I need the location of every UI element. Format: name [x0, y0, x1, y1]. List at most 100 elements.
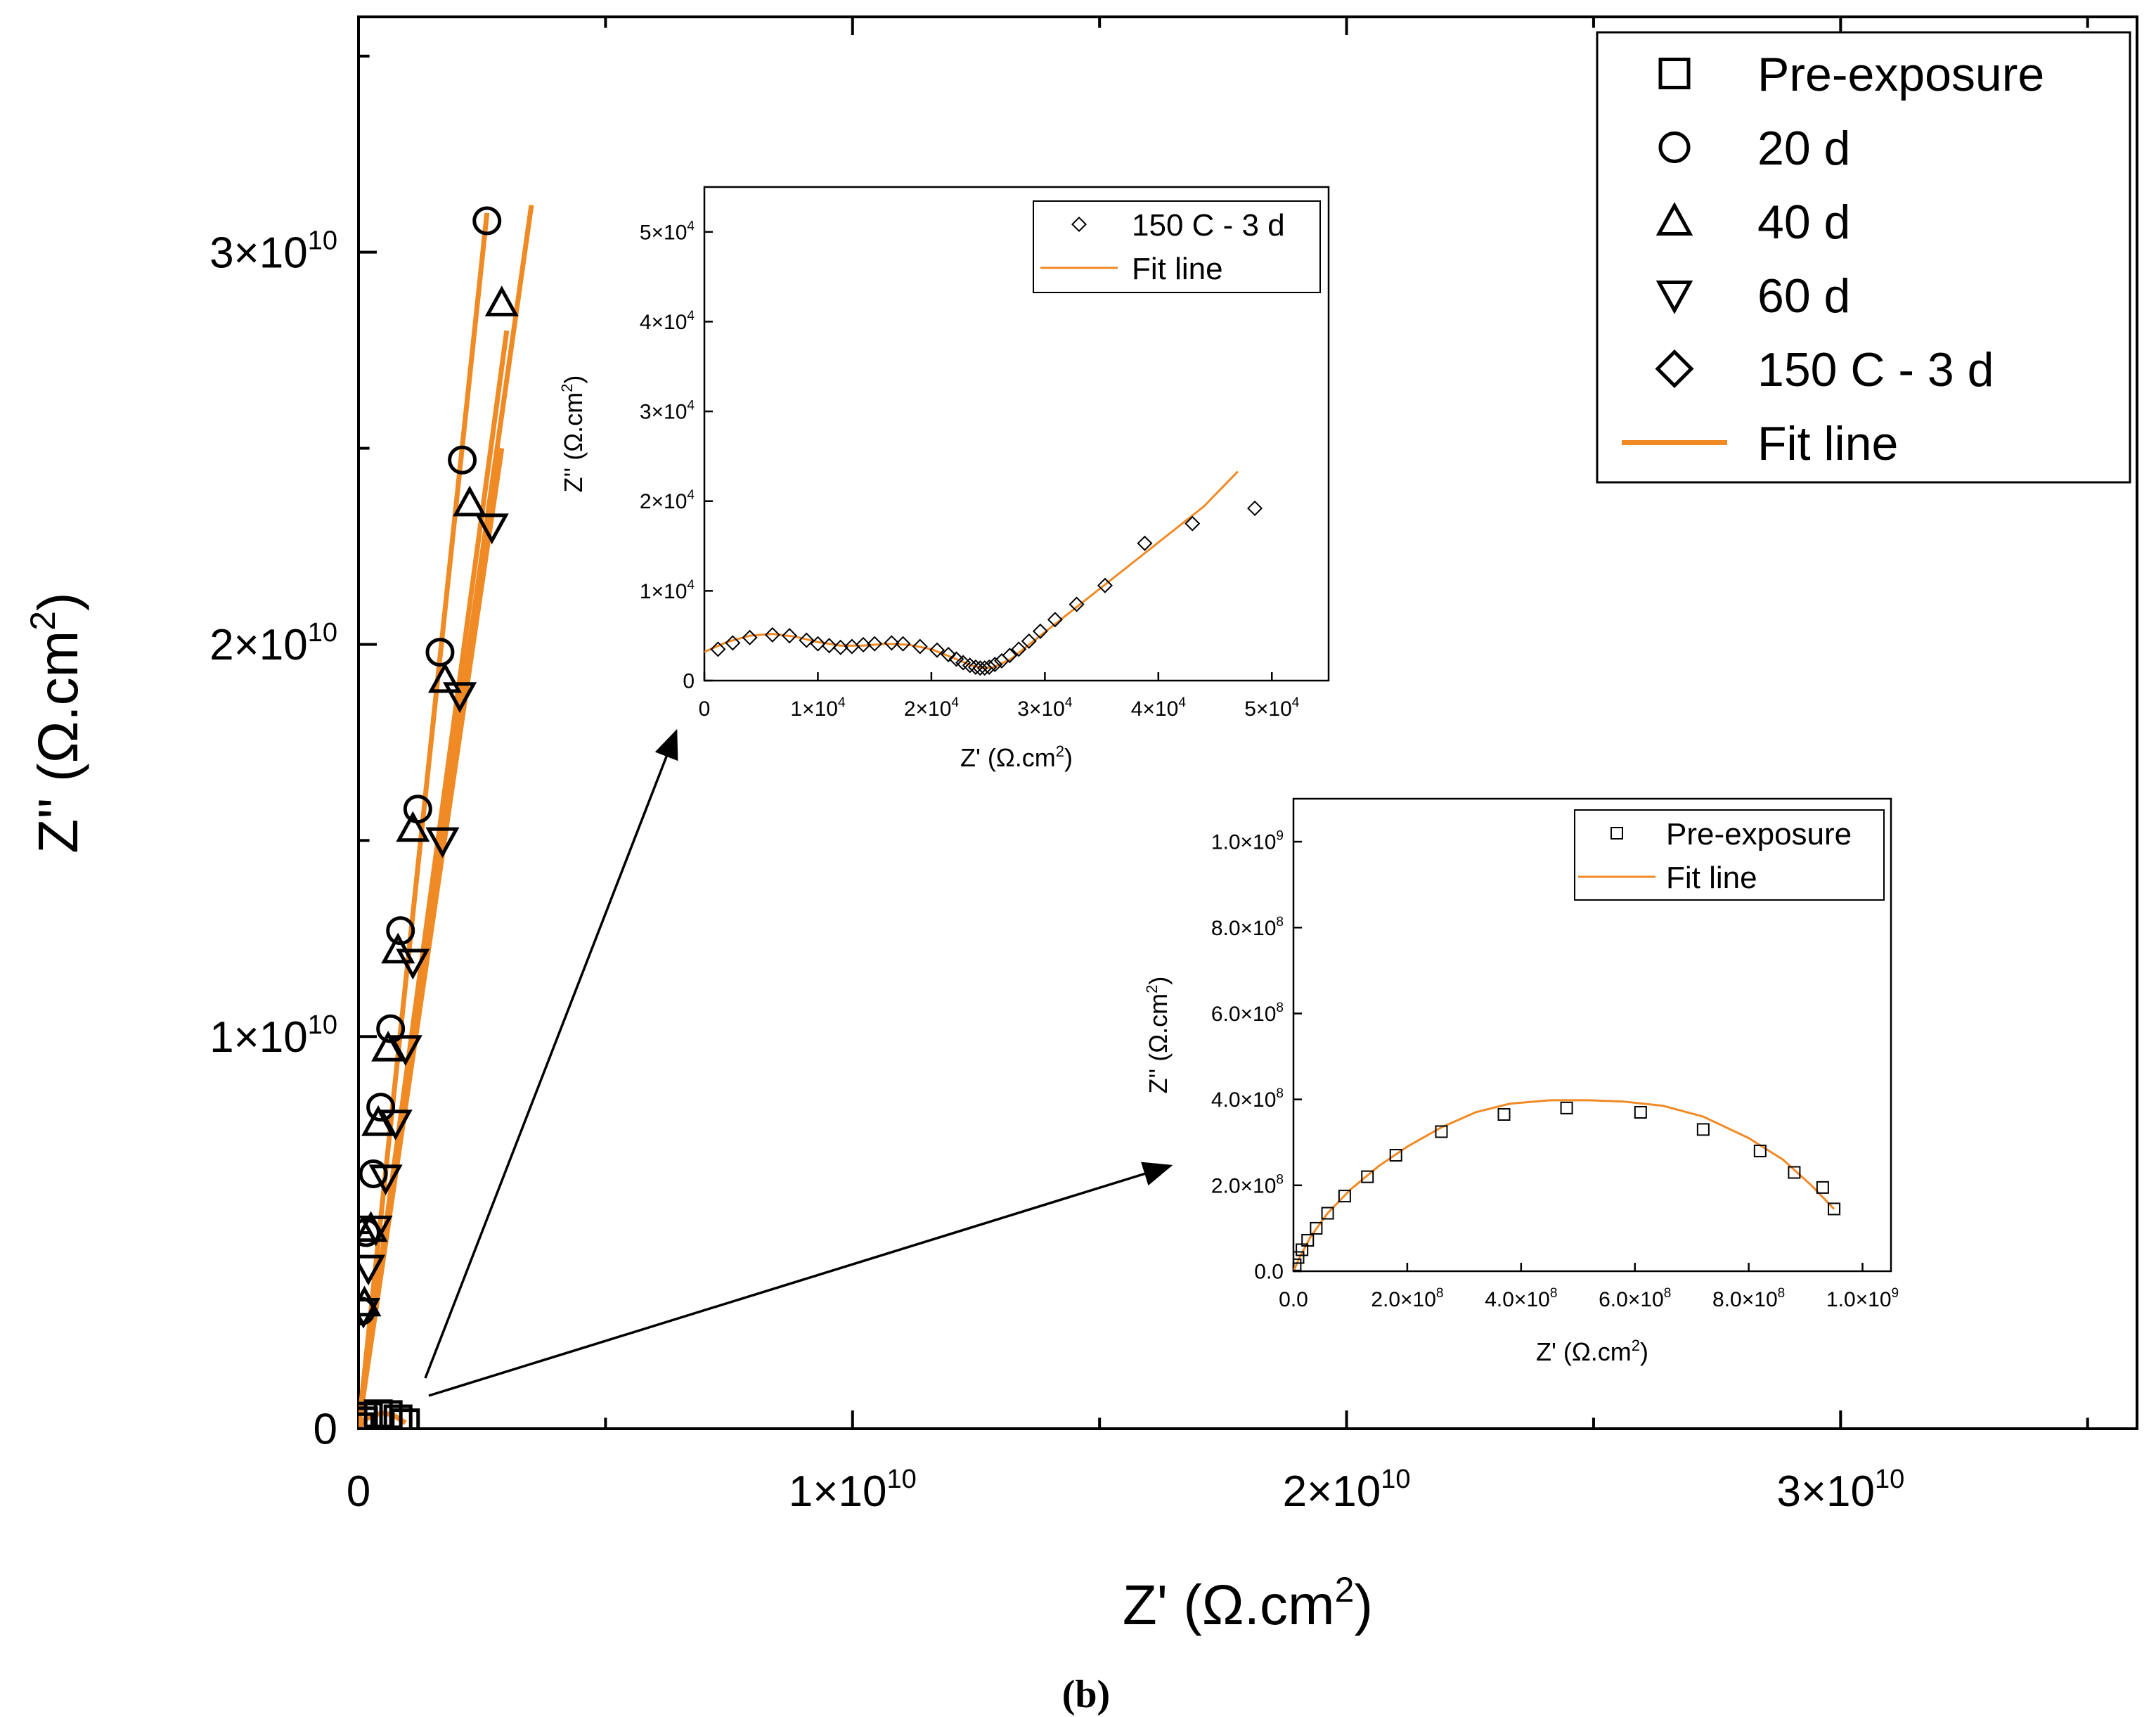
triangle-down-marker — [396, 948, 430, 980]
x-tick-label: 4.0×108 — [1485, 1286, 1557, 1311]
arrow-to-inset-top — [424, 728, 678, 1379]
square-marker — [1361, 1170, 1374, 1183]
triangle-down-marker — [378, 1110, 413, 1140]
y-axis-title-part: ) — [1144, 977, 1173, 985]
x-tick-label-exponent: 10 — [886, 1465, 916, 1494]
square-marker — [1389, 1149, 1402, 1162]
circle-marker — [448, 445, 477, 475]
legend-diamond-swatch — [1655, 349, 1694, 389]
y-tick-label-mantissa: 2×10 — [640, 490, 688, 513]
diamond-marker — [782, 628, 798, 644]
y-tick-label-exponent: 8 — [1276, 1086, 1284, 1101]
diamond-marker — [742, 629, 758, 645]
plot-area — [359, 205, 534, 1429]
circle-marker — [359, 1159, 388, 1188]
triangle-down-marker — [368, 1164, 403, 1196]
diamond-marker — [856, 636, 872, 652]
x-tick-label: 0 — [347, 1467, 370, 1516]
triangle-down-marker — [425, 827, 460, 858]
x-tick-label: 1×104 — [790, 695, 846, 721]
y-tick-label-mantissa: 5×10 — [640, 221, 688, 244]
x-tick-label-exponent: 10 — [1381, 1465, 1410, 1494]
legend-label: Pre-exposure — [1666, 817, 1852, 851]
x-tick-label-exponent: 4 — [1065, 695, 1073, 710]
y-tick-label: 2.0×108 — [1211, 1172, 1284, 1197]
triangle-up-marker — [427, 662, 463, 693]
legend-label: Pre-exposure — [1757, 48, 2044, 101]
square-marker — [1301, 1234, 1315, 1247]
diamond-marker — [1011, 641, 1027, 657]
diamond-marker — [867, 636, 883, 652]
y-tick-label-mantissa: 2.0×10 — [1211, 1174, 1277, 1197]
legend-label: 40 d — [1757, 195, 1850, 249]
x-tick-label: 3×104 — [1017, 695, 1073, 721]
x-tick-label-mantissa: 3×10 — [1776, 1467, 1875, 1516]
diamond-marker — [929, 642, 945, 658]
y-tick-label-exponent: 8 — [1276, 1172, 1284, 1187]
y-axis-title-part: Z'' (Ω.cm — [1144, 993, 1173, 1094]
diamond-marker — [987, 657, 1003, 673]
square-marker — [383, 1404, 413, 1429]
y-tick-label: 1.0×109 — [1211, 829, 1284, 854]
x-tick-label: 2×1010 — [1283, 1465, 1411, 1516]
diamond-marker — [884, 635, 900, 651]
y-tick-label-exponent: 4 — [687, 488, 695, 503]
legend-box — [1033, 200, 1321, 293]
x-tick-label-mantissa: 2×10 — [904, 697, 952, 721]
triangle-up-marker — [453, 485, 487, 517]
triangle-up-marker — [359, 1211, 388, 1242]
y-tick-label: 3×104 — [640, 399, 695, 424]
diamond-marker — [832, 639, 848, 655]
diamond-marker — [1032, 623, 1048, 639]
legend-label: Fit line — [1132, 252, 1223, 286]
diamond-marker — [810, 636, 826, 652]
x-tick-label-exponent: 8 — [1664, 1286, 1672, 1301]
x-axis-title: Z' (Ω.cm2) — [1536, 1337, 1648, 1366]
y-tick-label-exponent: 8 — [1276, 915, 1284, 930]
x-axis-title-part: Z' (Ω.cm — [1536, 1337, 1632, 1366]
legend-label: 20 d — [1757, 122, 1850, 175]
square-marker — [373, 1400, 403, 1429]
diamond-marker — [1137, 535, 1153, 551]
y-axis-title: Z'' (Ω.cm2) — [558, 375, 588, 493]
square-marker — [359, 1401, 383, 1429]
y-tick-label-mantissa: 4.0×10 — [1211, 1088, 1277, 1112]
x-tick-label-mantissa: 3×10 — [1017, 697, 1065, 721]
circle-marker — [472, 206, 502, 236]
y-axis-title-superscript: 2 — [1143, 985, 1161, 993]
x-tick-label-mantissa: 1×10 — [790, 697, 838, 721]
x-tick-label-exponent: 9 — [1892, 1286, 1899, 1301]
x-tick-label: 6.0×108 — [1599, 1286, 1671, 1311]
legend-box — [1596, 31, 2131, 484]
x-tick-label-exponent: 4 — [951, 695, 959, 710]
y-tick-label-exponent: 10 — [308, 226, 337, 255]
legend-label: 60 d — [1757, 269, 1850, 323]
y-tick-label-mantissa: 1×10 — [640, 580, 688, 603]
y-tick-label-exponent: 4 — [687, 219, 695, 233]
x-axis-title-part: ) — [1640, 1337, 1648, 1366]
diamond-marker — [948, 651, 964, 667]
circle-marker — [359, 1218, 381, 1247]
diamond-marker — [1002, 648, 1018, 664]
diamond-marker — [1069, 596, 1085, 612]
x-tick-label: 0 — [699, 697, 711, 721]
x-tick-label-mantissa: 1.0×10 — [1826, 1288, 1892, 1311]
diamond-marker — [962, 657, 978, 674]
triangle-down-marker — [443, 682, 477, 713]
legend-circle-swatch — [1658, 131, 1691, 163]
y-tick-label: 1×1010 — [209, 1010, 337, 1062]
diamond-marker — [1097, 577, 1113, 593]
y-tick-label-mantissa: 6.0×10 — [1211, 1003, 1277, 1026]
y-axis-title: Z'' (Ω.cm2) — [1143, 977, 1173, 1094]
y-tick-label-mantissa: 1.0×10 — [1211, 831, 1277, 854]
y-tick-label-exponent: 4 — [687, 399, 695, 413]
y-tick-label: 0 — [314, 1406, 337, 1454]
square-marker — [1696, 1123, 1710, 1136]
y-tick-label-mantissa: 3×10 — [640, 401, 688, 424]
triangle-down-marker — [388, 1035, 422, 1066]
plot-area — [1293, 1099, 1841, 1271]
square-marker — [1497, 1108, 1511, 1121]
legend-box — [1574, 809, 1885, 901]
diamond-marker — [710, 641, 726, 657]
triangle-down-marker — [359, 1215, 393, 1247]
